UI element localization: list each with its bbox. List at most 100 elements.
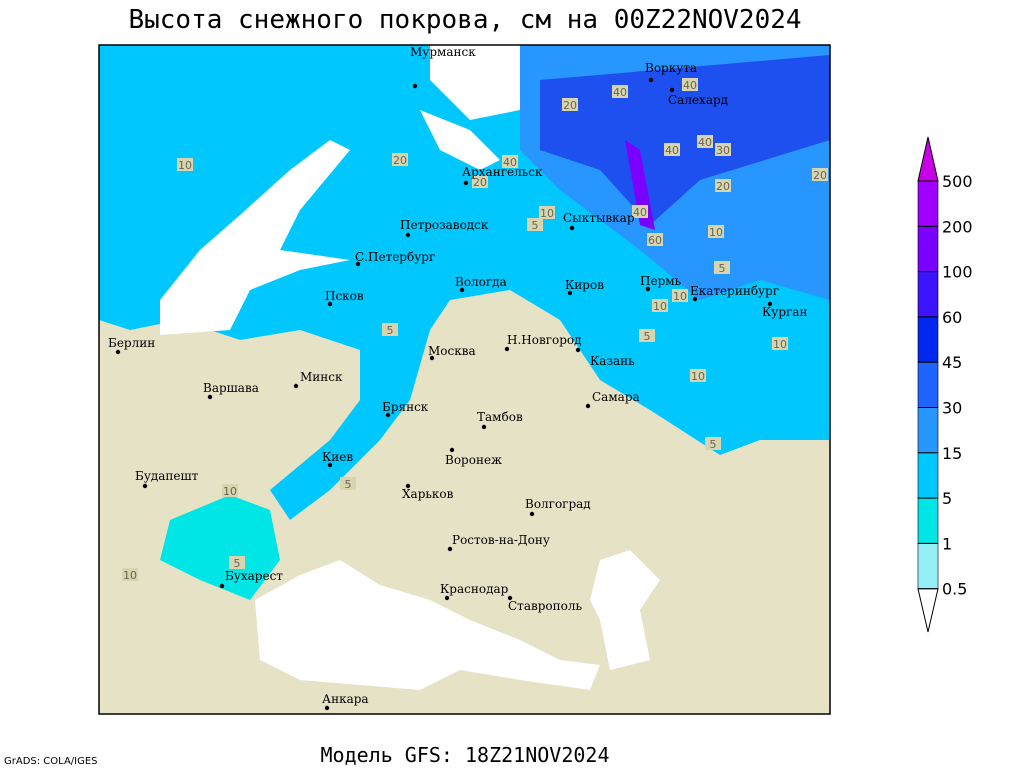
city-label: Тамбов bbox=[477, 410, 523, 424]
city-dot bbox=[412, 83, 418, 89]
city-dot bbox=[504, 346, 510, 352]
contour-label: 40 bbox=[503, 156, 517, 169]
city-dot bbox=[327, 462, 333, 468]
contour-label-bg bbox=[708, 225, 724, 238]
contour-label-bg bbox=[639, 329, 655, 342]
colorbar-band bbox=[917, 271, 939, 318]
map-frame bbox=[98, 44, 831, 715]
city-dot bbox=[507, 595, 513, 601]
contour-label-bg bbox=[177, 158, 193, 171]
city-label: Н.Новгород bbox=[507, 333, 582, 347]
contour-label: 5 bbox=[719, 262, 726, 275]
contour-label-bg bbox=[539, 206, 555, 219]
colorbar-label: 15 bbox=[942, 444, 962, 463]
city-dot bbox=[648, 77, 654, 83]
city-dot bbox=[355, 261, 361, 267]
city-dot bbox=[405, 232, 411, 238]
colorbar-top bbox=[917, 136, 939, 182]
city-label: Сыктывкар bbox=[563, 211, 635, 225]
contour-label-bg bbox=[647, 233, 663, 246]
title: Высота снежного покрова, см на 00Z22NOV2… bbox=[128, 5, 801, 35]
contour-label: 60 bbox=[648, 234, 662, 247]
colorbar-label: 0.5 bbox=[942, 580, 967, 599]
city-dot bbox=[142, 483, 148, 489]
city-dot bbox=[529, 511, 535, 517]
contour-label-bg bbox=[812, 168, 828, 181]
colorbar-label: 5 bbox=[942, 489, 952, 508]
city-dot bbox=[115, 349, 121, 355]
city-dot bbox=[575, 347, 581, 353]
contour-label: 10 bbox=[673, 290, 687, 303]
contour-label: 20 bbox=[393, 154, 407, 167]
black-sea bbox=[255, 560, 600, 690]
contour-label-bg bbox=[612, 85, 628, 98]
city-label: Варшава bbox=[203, 381, 259, 395]
city-label: Киров bbox=[565, 278, 604, 292]
city-dot bbox=[327, 301, 333, 307]
city-label: Екатеринбург bbox=[690, 284, 779, 298]
contour-label: 20 bbox=[813, 169, 827, 182]
contour-label: 40 bbox=[633, 206, 647, 219]
snow-thin bbox=[160, 495, 280, 600]
contour-label: 10 bbox=[178, 159, 192, 172]
contour-label-bg bbox=[502, 155, 518, 168]
city-label: Вологда bbox=[455, 275, 507, 289]
contour-label-bg bbox=[632, 205, 648, 218]
colorbar-band bbox=[917, 497, 939, 544]
contour-label-bg bbox=[122, 568, 138, 581]
contour-label: 40 bbox=[698, 136, 712, 149]
colorbar-label: 45 bbox=[942, 353, 962, 372]
white-sea bbox=[420, 110, 500, 170]
city-label: Анкара bbox=[322, 692, 369, 706]
footer: Модель GFS: 18Z21NOV2024 bbox=[321, 743, 610, 767]
contour-label-bg bbox=[652, 299, 668, 312]
colorbar-band bbox=[917, 407, 939, 454]
colorbar-band bbox=[917, 452, 939, 499]
city-dot bbox=[207, 394, 213, 400]
contour-label-bg bbox=[772, 337, 788, 350]
city-label: Ростов-на-Дону bbox=[452, 533, 550, 547]
city-dot bbox=[692, 296, 698, 302]
contour-label-bg bbox=[705, 437, 721, 450]
city-label: Минск bbox=[300, 370, 343, 384]
contour-label: 5 bbox=[532, 219, 539, 232]
city-dot bbox=[293, 383, 299, 389]
city-label: Курган bbox=[762, 305, 807, 319]
city-dot bbox=[645, 286, 651, 292]
contour-label: 10 bbox=[653, 300, 667, 313]
city-dot bbox=[585, 403, 591, 409]
contour-label: 5 bbox=[710, 438, 717, 451]
baltic-sea bbox=[160, 140, 350, 335]
city-label: Будапешт bbox=[135, 469, 199, 483]
contour-label: 20 bbox=[473, 176, 487, 189]
city-label: Казань bbox=[590, 354, 635, 368]
colorbar-band bbox=[917, 316, 939, 363]
contour-label-bg bbox=[690, 369, 706, 382]
contour-label-bg bbox=[714, 261, 730, 274]
city-dot bbox=[459, 287, 465, 293]
city-label: Берлин bbox=[108, 336, 155, 350]
contour-label-bg bbox=[222, 484, 238, 497]
contour-label-bg bbox=[664, 143, 680, 156]
city-dot bbox=[669, 87, 675, 93]
city-label: С.Петербург bbox=[355, 250, 435, 264]
city-label: Мурманск bbox=[410, 45, 476, 59]
colorbar-label: 100 bbox=[942, 263, 973, 282]
contour-label: 10 bbox=[691, 370, 705, 383]
barents-sea bbox=[430, 45, 520, 120]
city-dot bbox=[447, 546, 453, 552]
city-dot bbox=[481, 424, 487, 430]
contour-label: 40 bbox=[683, 79, 697, 92]
city-label: Бухарест bbox=[225, 569, 283, 583]
contour-label-bg bbox=[527, 218, 543, 231]
city-dot bbox=[569, 225, 575, 231]
contour-label-bg bbox=[340, 477, 356, 490]
contour-label-bg bbox=[472, 175, 488, 188]
contour-label-bg bbox=[229, 556, 245, 569]
caspian-sea bbox=[590, 550, 660, 670]
colorbar-band bbox=[917, 361, 939, 408]
city-dot bbox=[219, 583, 225, 589]
contour-label: 10 bbox=[223, 485, 237, 498]
contour-label-bg bbox=[562, 98, 578, 111]
contour-label: 40 bbox=[613, 86, 627, 99]
